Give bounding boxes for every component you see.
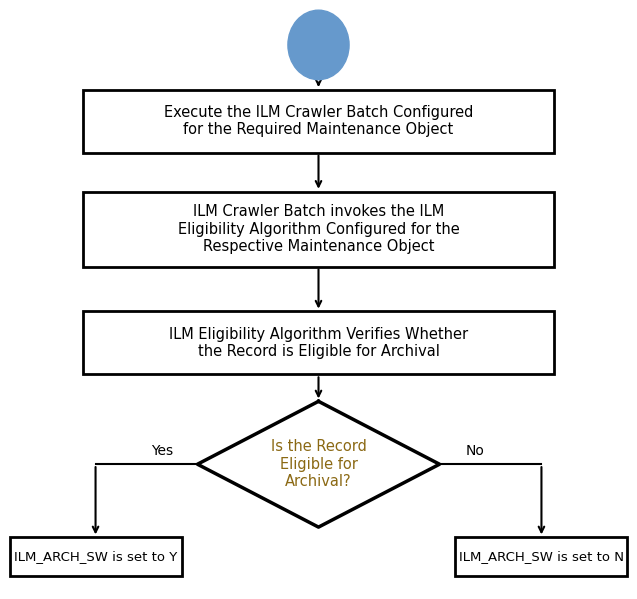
Text: ILM_ARCH_SW is set to Y: ILM_ARCH_SW is set to Y xyxy=(14,550,177,563)
Text: ILM Eligibility Algorithm Verifies Whether
the Record is Eligible for Archival: ILM Eligibility Algorithm Verifies Wheth… xyxy=(169,326,468,359)
FancyBboxPatch shape xyxy=(455,537,627,576)
Text: ILM_ARCH_SW is set to N: ILM_ARCH_SW is set to N xyxy=(459,550,624,563)
FancyBboxPatch shape xyxy=(83,192,554,267)
Text: No: No xyxy=(465,444,484,458)
Text: ILM Crawler Batch invokes the ILM
Eligibility Algorithm Configured for the
Respe: ILM Crawler Batch invokes the ILM Eligib… xyxy=(178,204,459,254)
FancyBboxPatch shape xyxy=(10,537,182,576)
FancyBboxPatch shape xyxy=(83,90,554,153)
Polygon shape xyxy=(197,401,440,527)
Text: Yes: Yes xyxy=(152,444,173,458)
Text: Execute the ILM Crawler Batch Configured
for the Required Maintenance Object: Execute the ILM Crawler Batch Configured… xyxy=(164,105,473,138)
Ellipse shape xyxy=(288,10,349,80)
FancyBboxPatch shape xyxy=(83,311,554,374)
Text: Is the Record
Eligible for
Archival?: Is the Record Eligible for Archival? xyxy=(271,439,366,489)
